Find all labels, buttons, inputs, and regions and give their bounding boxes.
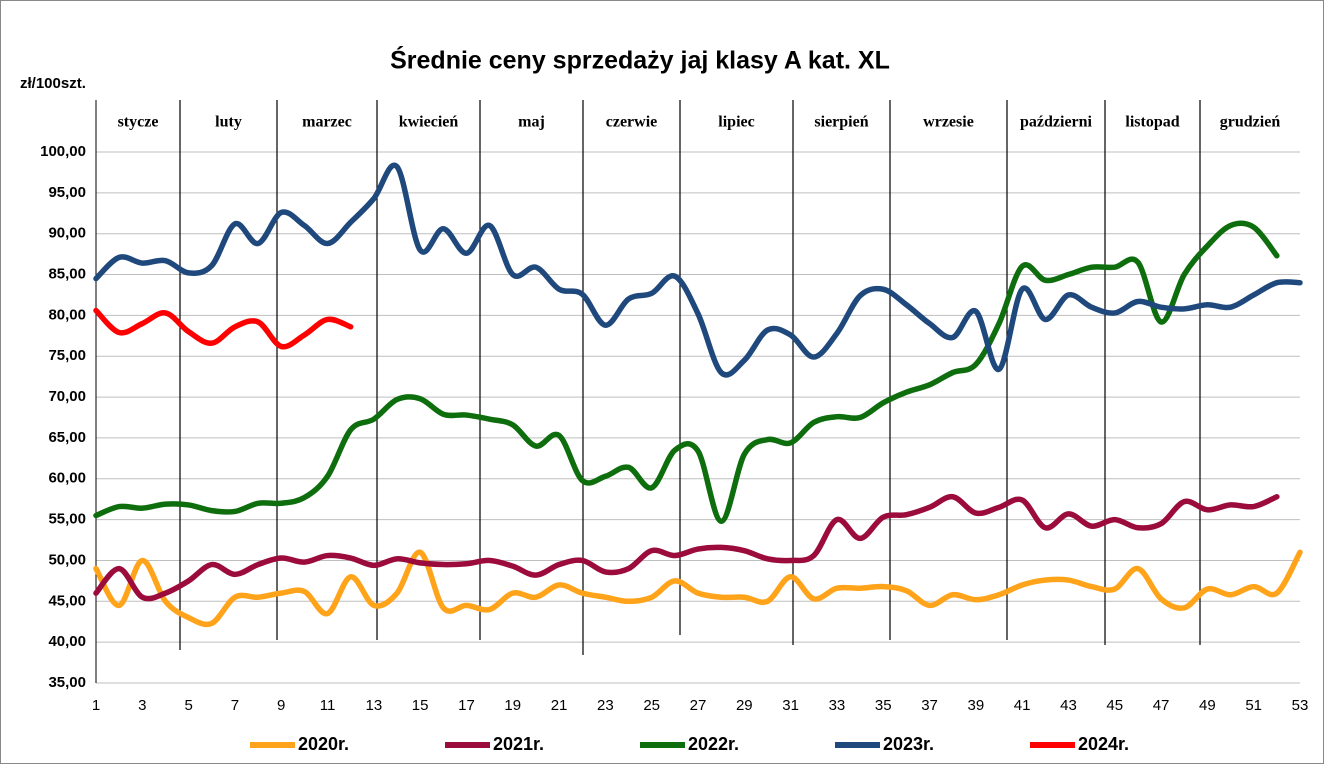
x-tick-label: 23 — [597, 697, 614, 714]
month-label: stycze — [118, 114, 159, 131]
month-label: kwiecień — [399, 114, 459, 131]
x-tick-label: 27 — [690, 697, 707, 714]
x-tick-label: 3 — [138, 697, 146, 714]
x-tick-label: 51 — [1245, 697, 1262, 714]
series-line — [93, 549, 1303, 628]
x-tick-label: 39 — [968, 697, 985, 714]
month-label: maj — [518, 114, 545, 131]
y-tick-label: 80,00 — [48, 306, 86, 323]
x-tick-label: 33 — [829, 697, 846, 714]
x-tick-label: 45 — [1106, 697, 1123, 714]
y-tick-label: 40,00 — [48, 633, 86, 650]
month-label: listopad — [1125, 114, 1179, 131]
x-tick-label: 17 — [458, 697, 475, 714]
x-tick-label: 21 — [551, 697, 568, 714]
month-label: grudzień — [1220, 114, 1281, 131]
x-tick-label: 35 — [875, 697, 892, 714]
legend-label: 2024r. — [1078, 734, 1129, 754]
series-line — [93, 493, 1280, 602]
month-label: marzec — [302, 114, 352, 131]
y-tick-label: 65,00 — [48, 429, 86, 446]
legend-label: 2023r. — [883, 734, 934, 754]
chart-title: Średnie ceny sprzedaży jaj klasy A kat. … — [390, 45, 890, 75]
y-tick-label: 90,00 — [48, 225, 86, 242]
x-tick-label: 15 — [412, 697, 429, 714]
month-label: luty — [215, 114, 242, 131]
series-line — [93, 162, 1303, 378]
x-tick-label: 1 — [92, 697, 100, 714]
x-tick-label: 49 — [1199, 697, 1216, 714]
x-tick-label: 31 — [782, 697, 799, 714]
month-label: wrzesie — [923, 114, 974, 131]
y-tick-label: 75,00 — [48, 347, 86, 364]
x-tick-label: 5 — [184, 697, 192, 714]
x-tick-label: 11 — [320, 697, 336, 714]
x-tick-label: 53 — [1292, 697, 1309, 714]
y-tick-label: 50,00 — [48, 551, 86, 568]
month-label: sierpień — [814, 114, 868, 131]
x-tick-label: 41 — [1014, 697, 1031, 714]
y-tick-label: 45,00 — [48, 592, 86, 609]
month-label: czerwie — [606, 114, 658, 131]
month-label: lipiec — [718, 114, 754, 131]
y-tick-label: 70,00 — [48, 388, 86, 405]
series-line — [93, 220, 1280, 525]
x-tick-label: 29 — [736, 697, 753, 714]
x-tick-label: 7 — [231, 697, 239, 714]
legend-label: 2022r. — [688, 734, 739, 754]
y-tick-label: 55,00 — [48, 511, 86, 528]
x-tick-label: 13 — [366, 697, 383, 714]
x-tick-label: 43 — [1060, 697, 1077, 714]
x-tick-label: 9 — [277, 697, 285, 714]
y-tick-label: 60,00 — [48, 470, 86, 487]
x-tick-label: 25 — [643, 697, 660, 714]
legend-label: 2020r. — [298, 734, 349, 754]
x-tick-label: 19 — [504, 697, 521, 714]
y-tick-label: 100,00 — [40, 143, 86, 160]
y-axis-label: zł/100szt. — [20, 75, 86, 92]
x-tick-label: 47 — [1153, 697, 1170, 714]
series-line — [93, 307, 354, 350]
y-tick-label: 35,00 — [48, 674, 86, 691]
x-tick-label: 37 — [921, 697, 938, 714]
y-tick-label: 85,00 — [48, 266, 86, 283]
legend-label: 2021r. — [493, 734, 544, 754]
month-label: październi — [1020, 114, 1093, 131]
y-tick-label: 95,00 — [48, 184, 86, 201]
